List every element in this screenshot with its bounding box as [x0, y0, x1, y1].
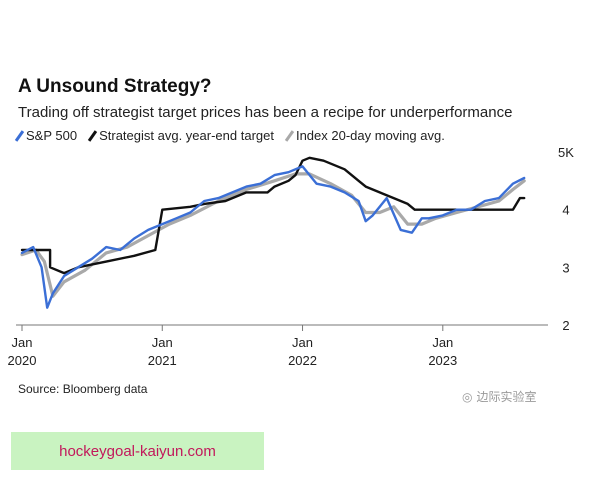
- site-banner[interactable]: hockeygoal-kaiyun.com: [11, 432, 264, 470]
- x-tick-label-month-3: Jan: [432, 335, 453, 350]
- chart-title: A Unsound Strategy?: [18, 76, 212, 97]
- legend-label-sp500: S&P 500: [26, 128, 78, 143]
- watermark-text: 边际实验室: [476, 390, 537, 404]
- x-tick-label-month-1: Jan: [152, 335, 173, 350]
- legend-label-moving-avg: Index 20-day moving avg.: [295, 128, 445, 143]
- y-tick-label-3: 2: [562, 318, 569, 333]
- series-line-sp500: [20, 165, 526, 309]
- x-tick-label-month-2: Jan: [292, 335, 313, 350]
- legend-label-strategist-target: Strategist avg. year-end target: [99, 128, 274, 143]
- y-tick-label-1: 4: [562, 203, 569, 218]
- source-note: Source: Bloomberg data: [18, 382, 148, 396]
- banner-link[interactable]: hockeygoal-kaiyun.com: [59, 442, 216, 460]
- x-tick-label-year-2: 2022: [288, 353, 317, 368]
- y-tick-label-0: 5K: [558, 145, 574, 160]
- legend-item-strategist-target: Strategist avg. year-end target: [87, 128, 274, 143]
- series-line-strategist-target: [20, 156, 526, 275]
- watermark: ◎ 边际实验室: [462, 388, 537, 405]
- x-tick-label-year-1: 2021: [148, 353, 177, 368]
- x-tick-label-month-0: Jan: [12, 335, 33, 350]
- watermark-logo-icon: ◎: [462, 389, 473, 404]
- y-tick-label-2: 3: [562, 260, 569, 275]
- line-chart: Jan 2020 Jan 2021 Jan 2022 Jan 2023 5K 4 3 2: [8, 145, 575, 368]
- chart-legend: S&P 500 Strategist avg. year-end target …: [14, 128, 445, 143]
- series-line-moving-avg: [20, 172, 526, 298]
- x-tick-label-year-3: 2023: [428, 353, 457, 368]
- chart-subtitle: Trading off strategist target prices has…: [18, 104, 513, 121]
- legend-item-moving-avg: Index 20-day moving avg.: [284, 128, 445, 143]
- legend-item-sp500: S&P 500: [14, 128, 78, 143]
- x-tick-label-year-0: 2020: [8, 353, 37, 368]
